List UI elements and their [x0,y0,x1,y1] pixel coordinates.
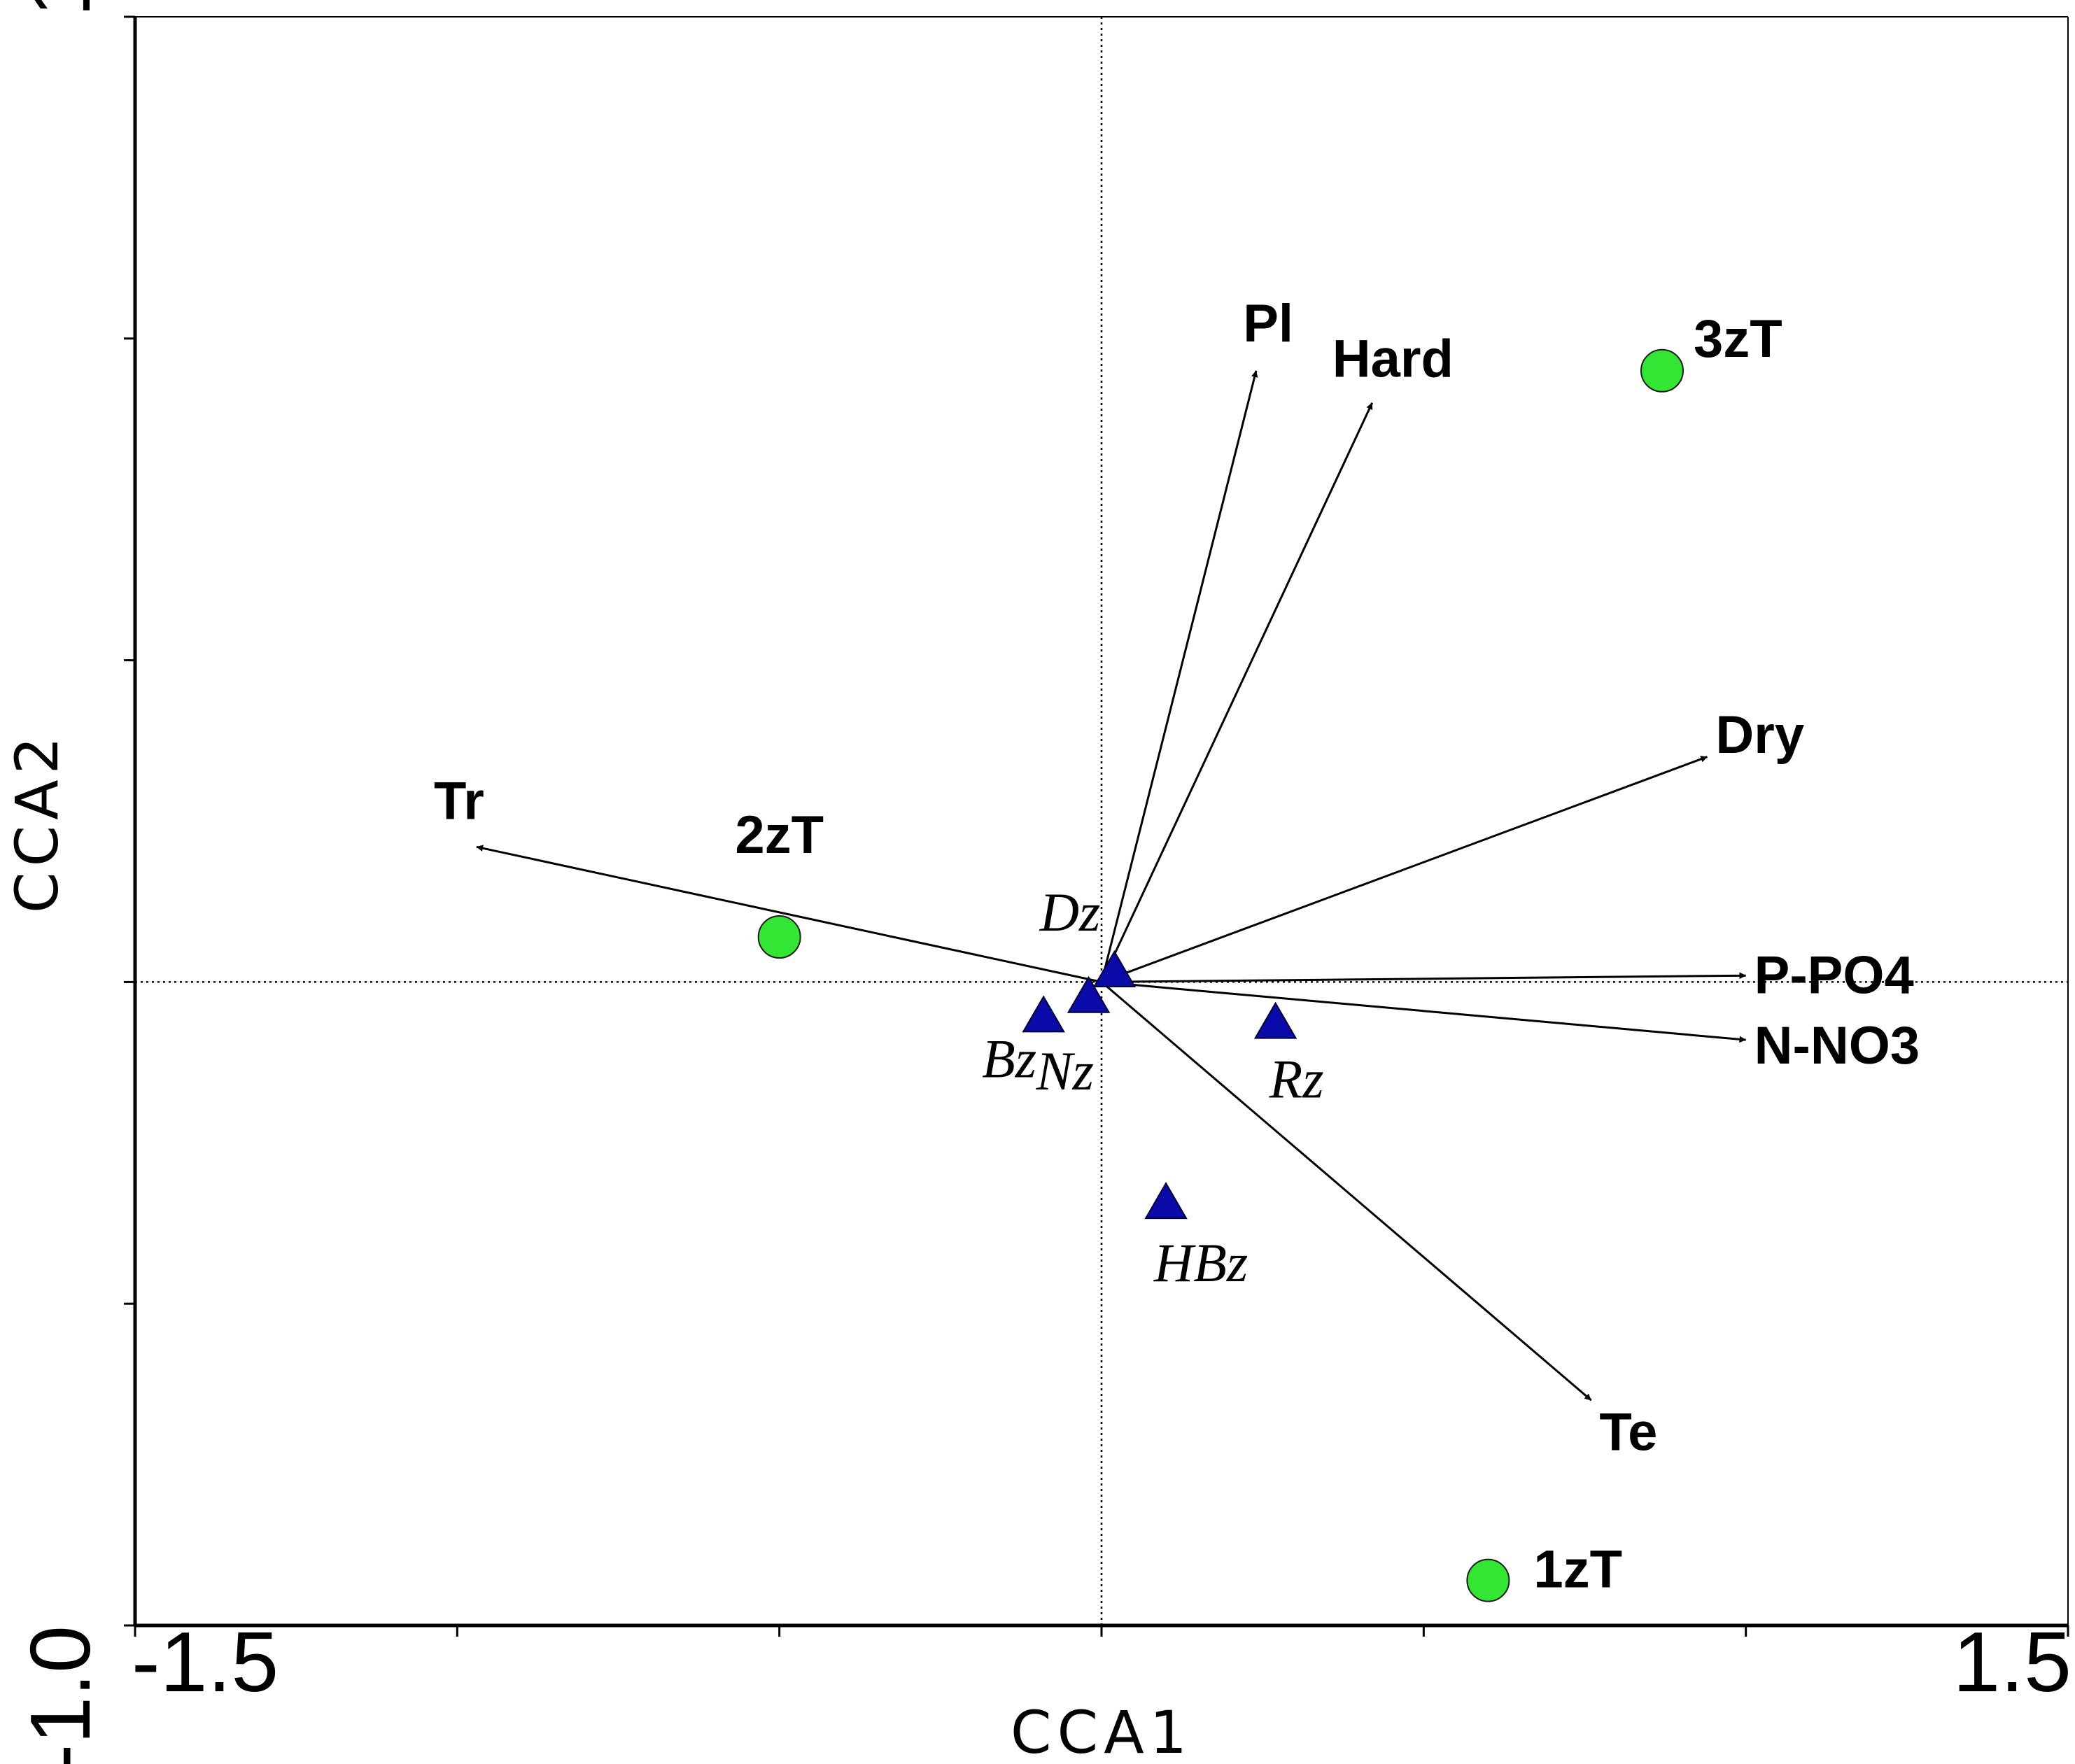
vector-label-dry: Dry [1715,705,1804,765]
species-point-nz [1067,975,1111,1013]
species-label-rz: Rz [1269,1049,1324,1110]
vector-te-arrow [1101,981,1592,1402]
vector-p-po4-arrow [1101,972,1747,983]
species-point-dz [1092,950,1137,988]
vector-hard-arrow [1100,402,1374,983]
vector-label-p-po4: P-PO4 [1754,945,1914,1005]
x-axis-ticks: -1.5 1.5 [132,1614,2072,1709]
vector-dry-arrow [1101,756,1708,983]
vector-label-n-no3: N-NO3 [1754,1016,1920,1075]
vector-label-te: Te [1599,1403,1657,1462]
species-label-hbz: HBz [1153,1232,1248,1293]
species-point-bz [1022,995,1065,1033]
vector-tr-arrow [476,845,1102,983]
species-label-dz: Dz [1039,882,1101,943]
site-points: 1zT 2zT 3zT [735,309,1782,1602]
x-axis-title: CCA1 [1011,1698,1193,1764]
species-label-bz: Bz [982,1028,1036,1089]
y-tick-label: 1.5 [13,0,108,17]
site-point-1zt [1466,1558,1510,1602]
site-point-2zt [757,915,801,959]
site-label-3zt: 3zT [1694,309,1782,369]
origin-lines [135,17,2068,1625]
x-tick-label: -1.5 [132,1614,279,1709]
vector-n-no3-arrow [1101,980,1747,1043]
vector-label-tr: Tr [434,771,484,831]
species-point-rz [1253,1001,1297,1039]
vector-pl-arrow [1100,370,1258,982]
site-point-3zt [1640,348,1684,393]
y-axis-title: CCA2 [3,731,71,913]
species-label-nz: Nz [1036,1040,1094,1101]
species-points: Dz Bz Nz Rz HBz [982,882,1323,1293]
vector-label-pl: Pl [1243,294,1293,353]
y-tick-label: -1.0 [13,1625,108,1764]
vector-label-hard: Hard [1332,329,1454,388]
site-label-1zt: 1zT [1533,1540,1622,1600]
x-tick-label: 1.5 [1953,1614,2072,1709]
y-axis-ticks: 1.5 -1.0 [13,0,135,1764]
site-label-2zt: 2zT [735,805,824,865]
species-point-hbz [1144,1182,1188,1220]
environmental-vectors: Pl Hard Dry Tr P-PO4 N-NO3 Te [434,294,1920,1462]
